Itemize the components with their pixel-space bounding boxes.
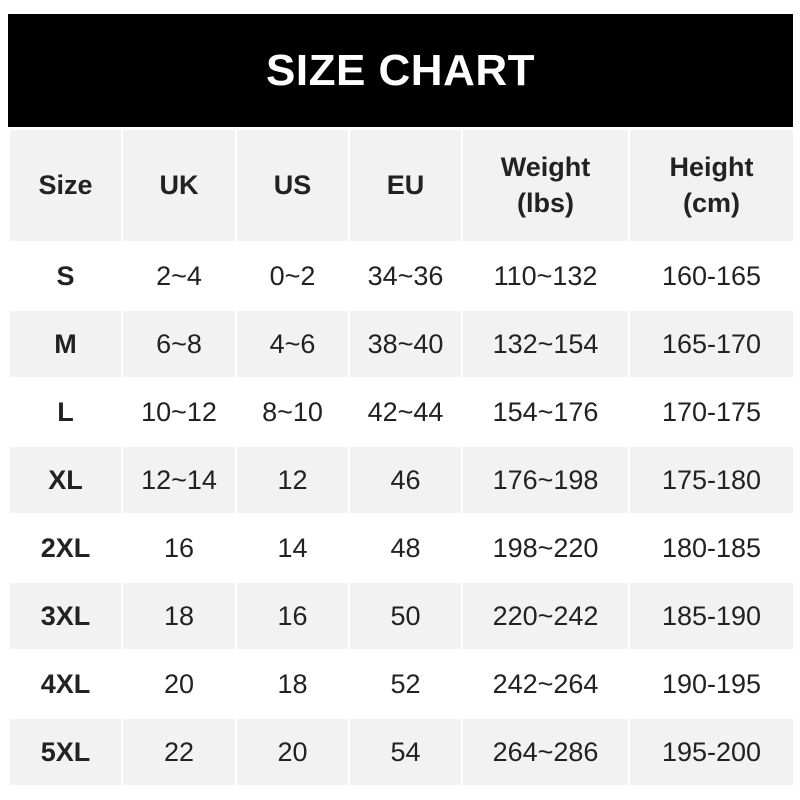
table-row: 2XL 16 14 48 198~220 180-185 <box>8 513 795 583</box>
table-cell: 220~242 <box>461 581 630 651</box>
table-cell: 54 <box>348 717 463 787</box>
table-cell: 16 <box>121 513 237 583</box>
table-cell: 198~220 <box>461 513 630 583</box>
table-cell: 46 <box>348 445 463 515</box>
table-cell: 48 <box>348 513 463 583</box>
column-header: Size <box>8 128 123 243</box>
size-cell: 5XL <box>8 717 123 787</box>
table-row: 5XL 22 20 54 264~286 195-200 <box>8 717 795 787</box>
table-row: 3XL 18 16 50 220~242 185-190 <box>8 581 795 651</box>
table-cell: 160-165 <box>628 241 795 311</box>
table-cell: 22 <box>121 717 237 787</box>
table-cell: 34~36 <box>348 241 463 311</box>
table-cell: 38~40 <box>348 309 463 379</box>
table-cell: 20 <box>235 717 350 787</box>
table-cell: 14 <box>235 513 350 583</box>
table-cell: 170-175 <box>628 377 795 447</box>
table-cell: 242~264 <box>461 649 630 719</box>
column-header: Weight (lbs) <box>461 128 630 243</box>
size-cell: 3XL <box>8 581 123 651</box>
table-cell: 264~286 <box>461 717 630 787</box>
table-cell: 176~198 <box>461 445 630 515</box>
page-title: SIZE CHART <box>8 14 793 127</box>
table-cell: 8~10 <box>235 377 350 447</box>
size-cell: 2XL <box>8 513 123 583</box>
table-cell: 0~2 <box>235 241 350 311</box>
table-cell: 110~132 <box>461 241 630 311</box>
table-cell: 4~6 <box>235 309 350 379</box>
table-row: S 2~4 0~2 34~36 110~132 160-165 <box>8 241 795 311</box>
table-cell: 195-200 <box>628 717 795 787</box>
table-cell: 12 <box>235 445 350 515</box>
size-cell: M <box>8 309 123 379</box>
table-cell: 52 <box>348 649 463 719</box>
table-cell: 18 <box>235 649 350 719</box>
size-cell: XL <box>8 445 123 515</box>
size-table: Size UK US EU Weight (lbs) Height (cm) S 2~4 0~… <box>8 128 795 787</box>
table-row: M 6~8 4~6 38~40 132~154 165-170 <box>8 309 795 379</box>
table-row: L 10~12 8~10 42~44 154~176 170-175 <box>8 377 795 447</box>
table-cell: 2~4 <box>121 241 237 311</box>
column-header: UK <box>121 128 237 243</box>
table-cell: 132~154 <box>461 309 630 379</box>
table-cell: 190-195 <box>628 649 795 719</box>
table-cell: 10~12 <box>121 377 237 447</box>
table-cell: 18 <box>121 581 237 651</box>
column-header: EU <box>348 128 463 243</box>
table-header-row: Size UK US EU Weight (lbs) Height (cm) <box>8 128 795 243</box>
column-header: Height (cm) <box>628 128 795 243</box>
table-cell: 185-190 <box>628 581 795 651</box>
table-cell: 50 <box>348 581 463 651</box>
table-cell: 175-180 <box>628 445 795 515</box>
size-cell: 4XL <box>8 649 123 719</box>
column-header: US <box>235 128 350 243</box>
table-row: XL 12~14 12 46 176~198 175-180 <box>8 445 795 515</box>
table-cell: 154~176 <box>461 377 630 447</box>
table-cell: 20 <box>121 649 237 719</box>
size-cell: L <box>8 377 123 447</box>
table-row: 4XL 20 18 52 242~264 190-195 <box>8 649 795 719</box>
table-cell: 12~14 <box>121 445 237 515</box>
table-cell: 6~8 <box>121 309 237 379</box>
table-cell: 16 <box>235 581 350 651</box>
size-cell: S <box>8 241 123 311</box>
table-cell: 165-170 <box>628 309 795 379</box>
table-cell: 180-185 <box>628 513 795 583</box>
table-cell: 42~44 <box>348 377 463 447</box>
